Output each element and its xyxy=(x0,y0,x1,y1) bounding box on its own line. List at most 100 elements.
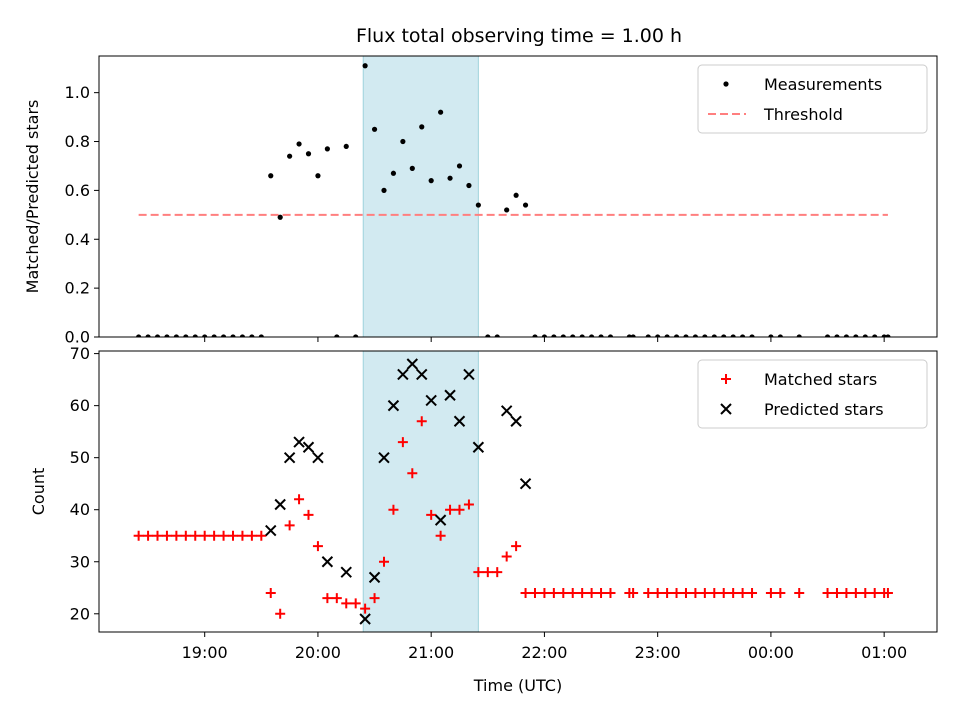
matched-point xyxy=(407,468,418,479)
measurement-point xyxy=(589,334,595,337)
matched-point xyxy=(841,587,852,598)
predicted-point xyxy=(434,514,447,526)
predicted-point xyxy=(453,415,466,427)
matched-point xyxy=(265,587,276,598)
x-tick-label: 22:00 xyxy=(521,643,567,662)
measurement-point xyxy=(768,334,774,337)
measurement-point xyxy=(456,163,463,169)
measurement-point xyxy=(522,202,529,208)
predicted-point xyxy=(378,451,390,464)
x-tick-label: 19:00 xyxy=(182,643,228,662)
data-marks xyxy=(136,63,891,337)
matched-point xyxy=(294,494,305,505)
matched-point xyxy=(596,587,607,598)
matched-point xyxy=(511,541,522,552)
matched-point xyxy=(492,567,503,578)
matched-point xyxy=(652,587,663,598)
x-tick-label: 01:00 xyxy=(861,643,907,662)
y-tick-label: 50 xyxy=(70,448,90,467)
predicted-point xyxy=(416,368,428,381)
predicted-point xyxy=(510,415,522,427)
axes-frame xyxy=(98,55,938,338)
measurement-point xyxy=(419,124,425,130)
measurement-point xyxy=(872,334,878,337)
matched-point xyxy=(152,530,163,541)
y-axis-label: Count xyxy=(29,468,48,516)
measurement-point xyxy=(164,334,170,337)
matched-point xyxy=(728,587,739,598)
measurement-point xyxy=(598,334,604,337)
measurement-point xyxy=(532,334,538,337)
measurement-point xyxy=(447,175,453,181)
matched-point xyxy=(882,587,893,598)
matched-point xyxy=(246,530,257,541)
measurement-point xyxy=(428,178,434,184)
measurement-point xyxy=(692,334,699,337)
measurement-point xyxy=(324,146,330,152)
measurement-point xyxy=(268,173,274,179)
measurement-point xyxy=(721,334,727,337)
measurement-point xyxy=(136,334,142,337)
matched-point xyxy=(680,587,691,598)
y-tick-label: 30 xyxy=(70,552,90,571)
measurement-point xyxy=(154,334,161,337)
measurement-point xyxy=(202,334,208,337)
matched-point xyxy=(218,530,229,541)
x-axis-label: Time (UTC) xyxy=(473,676,562,695)
matched-point xyxy=(180,530,191,541)
y-axis-label: Matched/Predicted stars xyxy=(23,100,42,294)
measurement-point xyxy=(504,207,510,213)
predicted-point xyxy=(340,566,352,578)
predicted-point xyxy=(444,389,456,401)
measurement-point xyxy=(645,334,651,337)
predicted-point xyxy=(397,368,409,381)
measurement-point xyxy=(485,334,491,337)
matched-point xyxy=(850,587,861,598)
predicted-point xyxy=(500,405,513,417)
matched-point xyxy=(161,530,172,541)
matched-point xyxy=(133,530,144,541)
matched-point xyxy=(699,587,710,598)
legend-marker-predicted xyxy=(720,403,732,415)
measurement-point xyxy=(362,63,368,69)
legend-box xyxy=(697,64,928,134)
measurement-point xyxy=(560,334,566,337)
matched-point xyxy=(539,587,550,598)
observing-window-span xyxy=(362,350,479,633)
measurement-point xyxy=(853,334,859,337)
matched-point xyxy=(435,530,446,541)
legend-label: Predicted stars xyxy=(764,400,884,419)
y-tick-label: 0.0 xyxy=(65,328,90,347)
matched-point xyxy=(303,509,314,520)
measurement-point xyxy=(145,334,151,337)
matched-point xyxy=(463,499,474,510)
measurement-point xyxy=(796,334,802,337)
matched-point xyxy=(671,587,682,598)
predicted-point xyxy=(387,399,400,412)
measurement-point xyxy=(702,334,708,337)
legend-marker-measurements xyxy=(723,81,729,87)
measurement-point xyxy=(277,214,283,220)
measurement-point xyxy=(749,334,755,337)
measurement-point xyxy=(513,192,519,198)
measurement-point xyxy=(607,334,614,337)
matched-point xyxy=(869,587,880,598)
matched-point xyxy=(341,598,352,609)
y-tick-label: 0.8 xyxy=(65,132,90,151)
matched-point xyxy=(831,587,842,598)
matched-point xyxy=(322,593,333,604)
measurement-point xyxy=(315,173,321,179)
predicted-point xyxy=(519,477,532,490)
legend-box xyxy=(697,359,928,429)
measurement-point xyxy=(824,334,831,337)
matched-point xyxy=(860,587,871,598)
matched-point xyxy=(378,556,389,567)
bottom-panel: 20 30 40 50 60 70 Count 19:00 20:00 21:00 22:00 23:… xyxy=(29,344,938,695)
matched-point xyxy=(416,416,427,427)
matched-point xyxy=(765,587,776,598)
matched-point xyxy=(284,520,295,531)
measurement-point xyxy=(192,334,198,337)
data-marks xyxy=(133,358,893,625)
predicted-point xyxy=(283,451,296,464)
matched-point xyxy=(718,587,729,598)
